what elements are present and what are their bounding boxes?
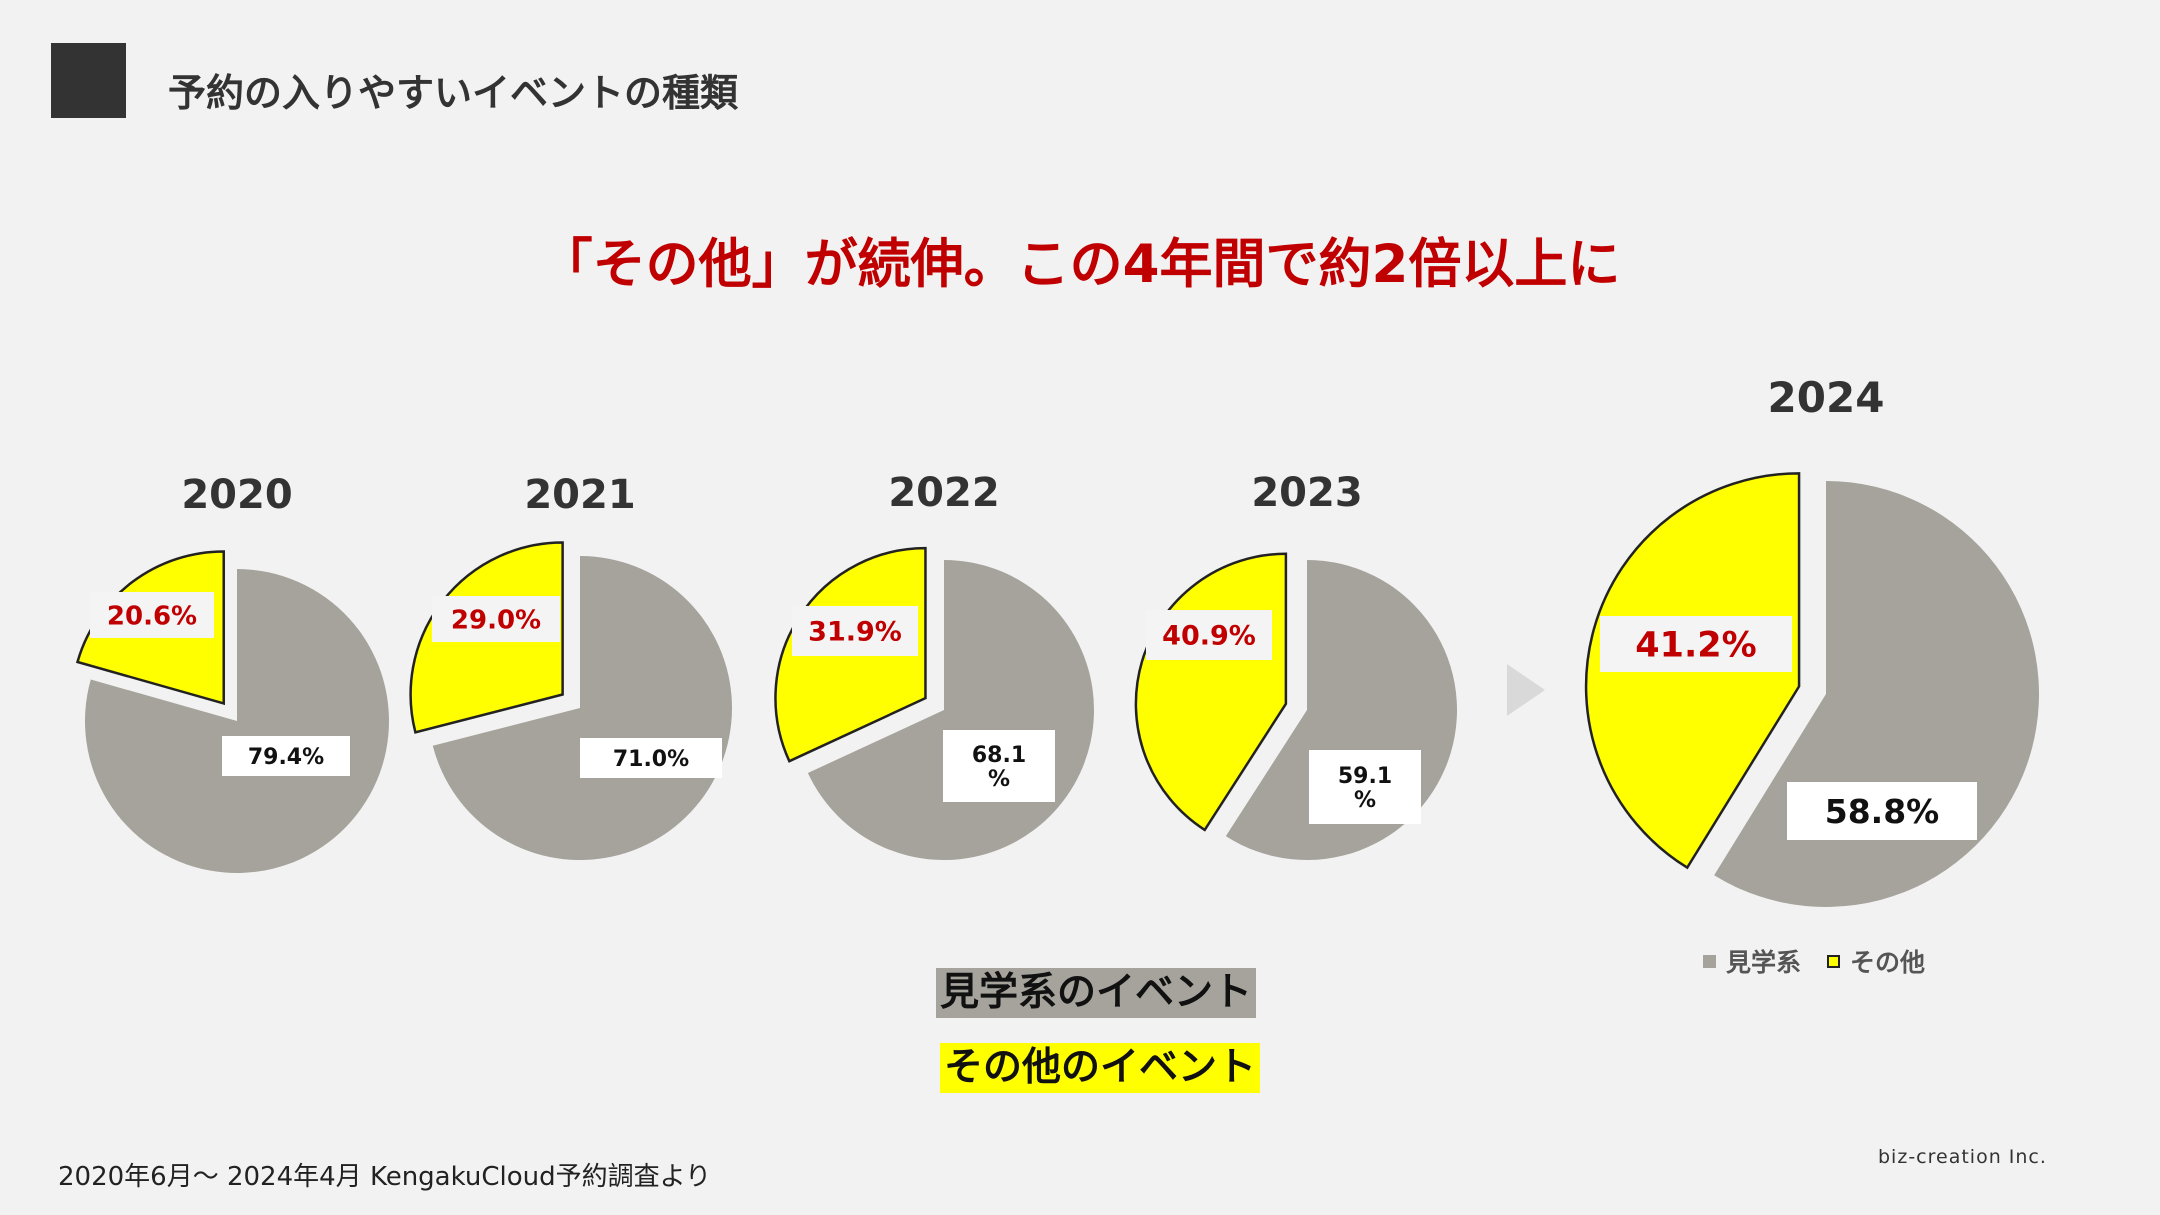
value-label-other: 29.0% [451,605,541,635]
value-label-kengaku: 58.8% [1825,792,1940,831]
pie-chart-2022: 2022 68.1 % 31.9% [774,470,1094,861]
value-label-kengaku: 79.4% [248,745,324,770]
page-title: 予約の入りやすいイベントの種類 [168,71,739,115]
headline: 「その他」が続伸。この4年間で約2倍以上に [539,234,1621,295]
label-box-other [1600,616,1792,672]
label-box-kengaku [1787,782,1977,840]
slice-kengaku [84,569,389,873]
legend-swatch-grey [1703,954,1716,968]
chart-title: 2020 [181,472,292,518]
value-label-other: 40.9% [1162,621,1256,652]
label-box-kengaku [943,730,1055,802]
pie-chart-2023: 2023 59.1 % 40.9% [1134,470,1457,860]
legend-swatch-yellow [1827,954,1841,968]
label-box-kengaku [1309,750,1421,824]
value-label-kengaku: 68.1% [972,743,1026,792]
legend-item-other: その他 [1827,943,1925,979]
source-note: 2020年6月～ 2024年4月 KengakuCloud予約調査より [58,1162,712,1192]
chart-title: 2021 [524,472,635,518]
label-box-other [1146,610,1272,660]
chart-title: 2022 [888,470,999,516]
key-grey-label: 見学系のイベント [936,968,1257,1018]
chart-title: 2023 [1251,470,1362,516]
label-box-other [792,606,918,656]
label-box-other [432,596,560,642]
label-box-other [90,592,214,638]
pie-chart-2020: 2020 79.4% 20.6% [75,472,389,873]
company-name: biz-creation Inc. [1878,1146,2047,1168]
value-label-other: 31.9% [808,617,902,648]
key-yellow-label: その他のイベント [940,1043,1261,1093]
label-box-kengaku [580,738,722,778]
value-label-other: 20.6% [107,601,197,631]
pie-chart-2021: 2021 71.0% 29.0% [409,472,732,861]
legend-item-kengaku: 見学系 [1703,943,1801,979]
legend-label-kengaku: 見学系 [1726,948,1802,977]
arrow-icon [1507,664,1545,716]
chart-title: 2024 [1768,373,1885,422]
pie-chart-2024: 2024 58.8% 41.2% [1584,373,2040,907]
slice-kengaku [432,556,732,861]
value-label-kengaku: 59.1% [1338,764,1392,813]
value-label-other: 41.2% [1635,626,1756,666]
label-box-kengaku [222,736,350,776]
value-label-kengaku: 71.0% [613,747,689,772]
header-square [51,43,126,118]
legend-label-other: その他 [1850,948,1926,977]
legend: 見学系 その他 [1703,943,1951,979]
